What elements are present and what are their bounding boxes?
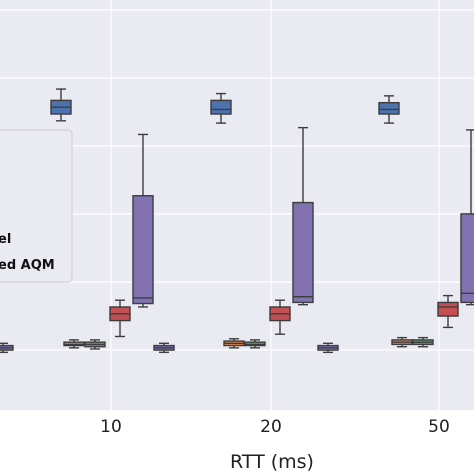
box (437, 301, 459, 317)
horizontal-gridlines (0, 9, 474, 351)
legend-entry-label: ed AQM (0, 258, 55, 273)
box (292, 201, 314, 304)
legend: el ed AQM (0, 129, 73, 283)
x-tick-label: 50 (428, 417, 450, 437)
box (378, 101, 400, 115)
x-axis-ticks: 10 20 50 (100, 417, 450, 437)
box-layer (0, 88, 474, 354)
box (132, 195, 154, 305)
x-tick-label: 20 (260, 417, 282, 437)
legend-frame (0, 129, 73, 283)
x-axis-title: RTT (ms) (230, 451, 314, 473)
vertical-gridlines (110, 0, 440, 410)
legend-entry-label: el (0, 232, 11, 247)
box (460, 213, 474, 304)
x-tick-label: 10 (100, 417, 122, 437)
box (210, 99, 232, 115)
